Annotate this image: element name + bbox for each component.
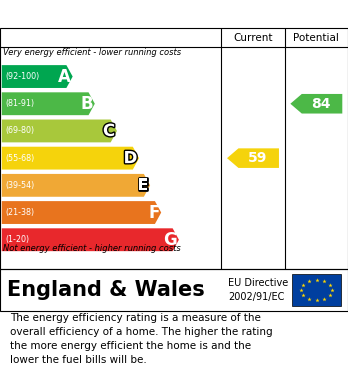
Text: F: F bbox=[148, 204, 159, 222]
Text: (81-91): (81-91) bbox=[5, 99, 34, 108]
Text: EU Directive
2002/91/EC: EU Directive 2002/91/EC bbox=[228, 278, 288, 301]
Text: G: G bbox=[164, 231, 177, 249]
Text: Not energy efficient - higher running costs: Not energy efficient - higher running co… bbox=[3, 244, 181, 253]
Text: Energy Efficiency Rating: Energy Efficiency Rating bbox=[60, 5, 288, 23]
Polygon shape bbox=[2, 147, 139, 170]
Polygon shape bbox=[2, 65, 73, 88]
Polygon shape bbox=[2, 174, 150, 197]
Text: The energy efficiency rating is a measure of the
overall efficiency of a home. T: The energy efficiency rating is a measur… bbox=[10, 314, 273, 366]
Polygon shape bbox=[2, 92, 95, 115]
Text: A: A bbox=[58, 68, 71, 86]
Polygon shape bbox=[2, 120, 117, 142]
Text: (1-20): (1-20) bbox=[5, 235, 29, 244]
Text: Very energy efficient - lower running costs: Very energy efficient - lower running co… bbox=[3, 48, 182, 57]
Text: D: D bbox=[124, 149, 137, 167]
Text: England & Wales: England & Wales bbox=[7, 280, 205, 300]
Text: C: C bbox=[103, 122, 115, 140]
Text: E: E bbox=[137, 176, 148, 194]
Polygon shape bbox=[2, 201, 161, 224]
Text: (39-54): (39-54) bbox=[5, 181, 34, 190]
Text: (55-68): (55-68) bbox=[5, 154, 34, 163]
Text: B: B bbox=[80, 95, 93, 113]
Polygon shape bbox=[290, 94, 342, 113]
Text: (69-80): (69-80) bbox=[5, 126, 34, 135]
Text: 84: 84 bbox=[311, 97, 330, 111]
Text: (92-100): (92-100) bbox=[5, 72, 39, 81]
Text: 59: 59 bbox=[247, 151, 267, 165]
Text: Potential: Potential bbox=[293, 32, 339, 43]
Text: (21-38): (21-38) bbox=[5, 208, 34, 217]
Text: Current: Current bbox=[233, 32, 273, 43]
FancyBboxPatch shape bbox=[292, 274, 341, 306]
Polygon shape bbox=[2, 228, 179, 251]
Polygon shape bbox=[227, 148, 279, 168]
